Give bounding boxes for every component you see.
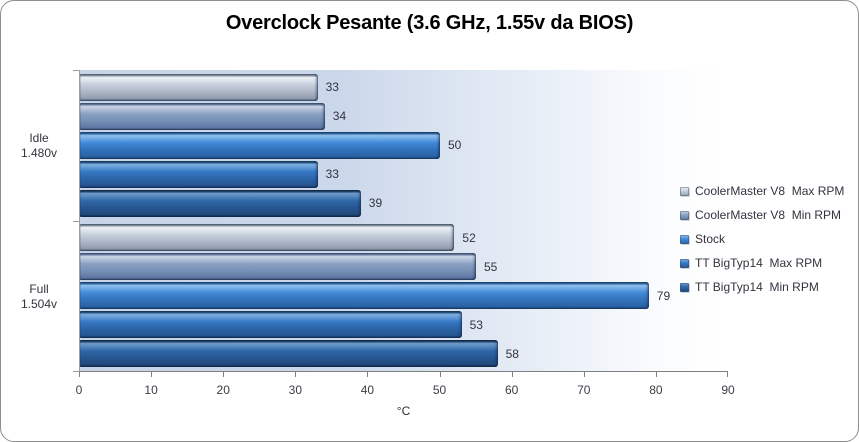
- legend-color-swatch-icon: [680, 258, 689, 268]
- category-label-line1: Full: [29, 281, 49, 296]
- bar-value-label: 55: [484, 259, 498, 274]
- bar-value-label: 39: [368, 196, 383, 211]
- bar-row: 55: [80, 253, 728, 281]
- bar-value-label: 52: [462, 230, 476, 245]
- category-axis-tick: [73, 70, 79, 71]
- bar-value-label: 58: [505, 346, 519, 361]
- value-axis-title: °C: [396, 404, 411, 418]
- legend-label: Stock: [695, 232, 726, 246]
- bar: [80, 224, 455, 252]
- bar-row: 33: [80, 73, 728, 101]
- bar-row: 39: [80, 189, 728, 217]
- legend-label: CoolerMaster V8 Max RPM: [695, 184, 845, 198]
- bar: [80, 282, 649, 310]
- legend-color-swatch-icon: [680, 186, 689, 196]
- bar-value-label: 50: [448, 138, 462, 153]
- bar-row: 50: [80, 131, 728, 159]
- category-label-idle: Idle 1.480v: [1, 70, 73, 221]
- chart-title: Overclock Pesante (3.6 GHz, 1.55v da BIO…: [225, 12, 634, 34]
- x-tick-label: 10: [144, 383, 158, 397]
- bar-row: 34: [80, 102, 728, 130]
- category-axis-tick: [73, 221, 79, 222]
- legend-item: TT BigTyp14 Min RPM: [680, 280, 844, 294]
- bar: [80, 131, 440, 159]
- x-tick-mark: [727, 372, 728, 377]
- bar-group-idle: 33 34 50 33 39: [80, 70, 728, 221]
- category-label-line1: Idle: [29, 130, 49, 145]
- legend-item: CoolerMaster V8 Min RPM: [680, 208, 844, 222]
- legend-label: CoolerMaster V8 Min RPM: [695, 208, 842, 222]
- bar-value-label: 33: [325, 80, 339, 95]
- bar: [80, 253, 476, 281]
- category-axis: Idle 1.480v Full 1.504v: [1, 70, 73, 372]
- legend-label: TT BigTyp14 Max RPM: [695, 256, 823, 270]
- x-tick-mark: [655, 372, 657, 377]
- x-tick-mark: [223, 372, 225, 377]
- bar-row: 53: [80, 311, 728, 339]
- bar-group-full: 52 55 79 53 58: [80, 221, 728, 372]
- bar-value-label: 34: [332, 109, 347, 124]
- legend: CoolerMaster V8 Max RPM CoolerMaster V8 M…: [680, 184, 845, 305]
- bar-row: 79: [80, 282, 728, 310]
- x-tick-label: 70: [577, 383, 591, 397]
- x-tick-mark: [439, 372, 441, 377]
- bar-value-label: 79: [656, 288, 671, 303]
- legend-color-swatch-icon: [680, 282, 689, 292]
- category-label-line2: 1.480v: [20, 145, 58, 160]
- legend-color-swatch-icon: [680, 234, 689, 244]
- bar-value-label: 53: [469, 317, 483, 332]
- x-tick-mark: [583, 372, 585, 377]
- bar-row: 58: [80, 340, 728, 368]
- x-tick-label: 50: [432, 383, 447, 397]
- bar: [80, 102, 325, 130]
- x-tick-label: 90: [721, 383, 735, 397]
- x-tick-mark: [79, 372, 80, 377]
- category-axis-ticks: [73, 70, 79, 372]
- bar: [80, 73, 318, 101]
- bar: [80, 189, 361, 217]
- bar-row: 33: [80, 160, 728, 188]
- bar: [80, 311, 462, 339]
- legend-item: CoolerMaster V8 Max RPM: [680, 184, 845, 198]
- bar-value-label: 33: [325, 167, 339, 182]
- category-axis-tick: [73, 371, 79, 372]
- bar-row: 52: [80, 224, 728, 252]
- category-label-line2: 1.504v: [20, 296, 58, 311]
- x-tick-mark: [295, 372, 297, 377]
- x-tick-label: 80: [649, 383, 663, 397]
- legend-color-swatch-icon: [680, 210, 689, 220]
- x-tick-label: 20: [216, 383, 230, 397]
- bar: [80, 340, 498, 368]
- plot-area: 33 34 50 33 39 52 55 79 53 58: [79, 70, 728, 372]
- value-axis: 0 10 20 30 40 50 60 70 80 90: [75, 372, 735, 400]
- x-tick-mark: [151, 372, 153, 377]
- x-tick-label: 60: [504, 383, 519, 397]
- x-tick-label: 0: [75, 383, 83, 397]
- x-tick-mark: [367, 372, 369, 377]
- x-tick-label: 30: [288, 383, 303, 397]
- legend-item: Stock: [680, 232, 844, 246]
- category-label-full: Full 1.504v: [1, 221, 73, 372]
- x-tick-label: 40: [360, 383, 375, 397]
- x-tick-mark: [511, 372, 513, 377]
- legend-label: TT BigTyp14 Min RPM: [695, 280, 819, 294]
- legend-item: TT BigTyp14 Max RPM: [680, 256, 844, 270]
- bar: [80, 160, 318, 188]
